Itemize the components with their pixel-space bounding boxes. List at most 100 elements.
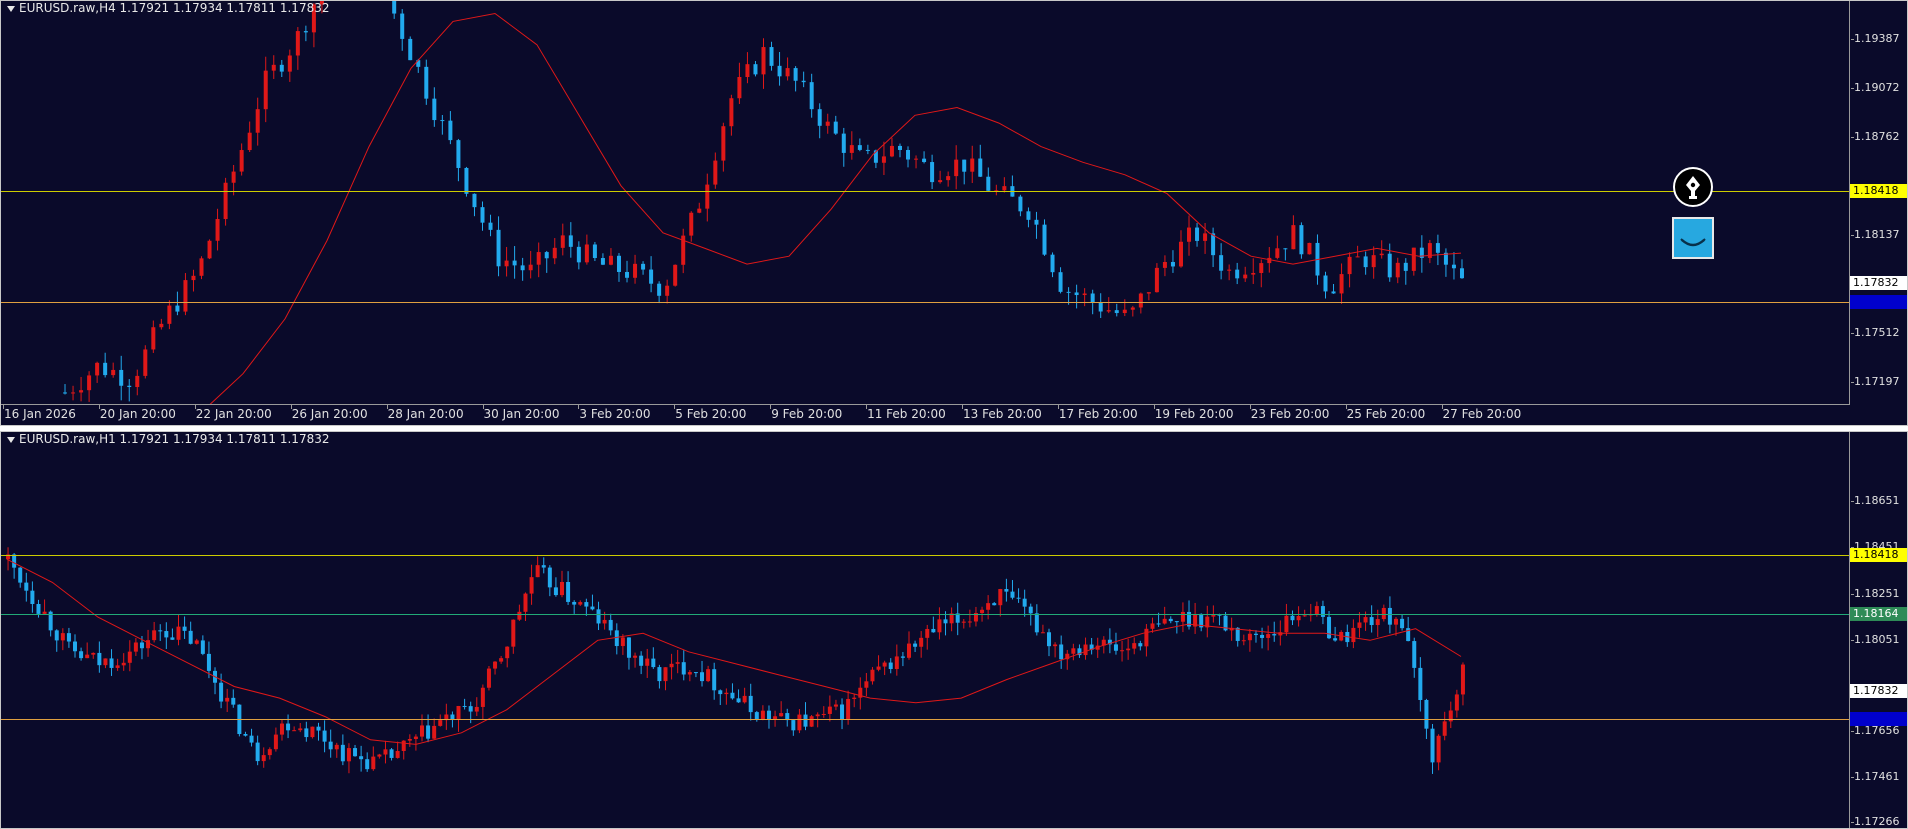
candle-body — [925, 628, 930, 638]
candle — [840, 698, 845, 730]
candle-body — [115, 665, 120, 668]
price-axis[interactable] — [1849, 1, 1850, 405]
candle — [1132, 637, 1137, 655]
horizontal-level-line[interactable] — [1, 718, 1849, 720]
candle — [1283, 248, 1288, 261]
horizontal-level-line[interactable] — [1, 190, 1849, 192]
candle-body — [139, 642, 144, 649]
chart-menu-triangle-icon[interactable] — [7, 436, 15, 443]
candle-body — [158, 630, 163, 632]
candle-body — [608, 619, 613, 631]
price-axis[interactable] — [1849, 432, 1850, 828]
candle — [1071, 643, 1076, 661]
candle — [809, 714, 814, 728]
candle — [962, 159, 967, 185]
candle-body — [1138, 293, 1143, 308]
candle-body — [303, 31, 308, 33]
smiley-icon[interactable] — [1672, 217, 1714, 259]
candle — [517, 604, 522, 621]
candle — [255, 97, 260, 146]
candle — [111, 362, 116, 378]
candle — [560, 223, 565, 256]
candle — [520, 257, 525, 281]
candle — [1381, 604, 1386, 622]
candle — [943, 611, 948, 636]
candle-body — [119, 369, 124, 386]
h1-plot-area[interactable] — [1, 432, 1849, 828]
candle-body — [127, 385, 132, 388]
candle-body — [954, 159, 959, 177]
chart-menu-triangle-icon[interactable] — [7, 5, 15, 12]
candle-body — [761, 47, 766, 75]
candle-body — [1251, 272, 1256, 275]
candle — [754, 710, 759, 722]
candle-body — [1333, 638, 1338, 641]
candle-body — [111, 369, 116, 376]
price-tick-label: 1.18651 — [1854, 494, 1900, 508]
candle — [1074, 284, 1079, 309]
candle-body — [1339, 274, 1344, 294]
candle — [645, 648, 650, 678]
level-price-label — [1850, 711, 1907, 726]
candle — [590, 594, 595, 611]
price-tick-label: 1.18137 — [1854, 227, 1900, 241]
horizontal-level-line[interactable] — [1, 301, 1849, 303]
candle-body — [1180, 611, 1185, 622]
h4-chart-window[interactable]: EURUSD.raw,H4 1.17921 1.17934 1.17811 1.… — [0, 0, 1908, 426]
candle — [480, 684, 485, 720]
candle — [663, 667, 668, 691]
candle-body — [91, 652, 96, 655]
candle — [1126, 638, 1131, 660]
candle — [267, 747, 272, 760]
candle — [608, 248, 613, 266]
h4-plot-area[interactable] — [1, 1, 1849, 405]
candle-body — [79, 651, 84, 659]
candle-body — [1130, 307, 1135, 310]
candle-body — [1144, 628, 1149, 647]
candle — [584, 598, 589, 616]
candle-body — [584, 244, 589, 263]
candle-body — [873, 150, 878, 163]
candle — [95, 361, 100, 383]
candle — [705, 173, 710, 222]
candle-body — [328, 741, 333, 750]
candle — [1291, 215, 1296, 250]
candle — [512, 246, 517, 279]
fountain-pen-icon[interactable] — [1673, 167, 1713, 207]
candle-body — [742, 695, 747, 703]
candle-body — [906, 643, 911, 658]
horizontal-level-line[interactable] — [1, 613, 1849, 615]
candle — [922, 151, 927, 164]
candle-body — [407, 738, 412, 741]
candle — [737, 62, 742, 104]
price-tick-label: 1.19072 — [1854, 81, 1900, 95]
candle-body — [943, 619, 948, 624]
horizontal-level-line[interactable] — [1, 555, 1849, 557]
h1-chart-window[interactable]: EURUSD.raw,H1 1.17921 1.17934 1.17811 1.… — [0, 431, 1908, 829]
price-tick-label: 1.17197 — [1854, 374, 1900, 388]
candle — [135, 369, 140, 396]
candle-body — [608, 255, 613, 265]
candle-body — [721, 126, 726, 161]
candle-body — [1460, 664, 1465, 695]
candle — [472, 193, 477, 217]
candle-body — [1419, 247, 1424, 258]
candle — [657, 664, 662, 689]
candle — [779, 701, 784, 717]
candle — [493, 661, 498, 675]
candle-body — [60, 633, 65, 641]
candle-body — [504, 260, 509, 267]
candle — [766, 705, 771, 729]
candle-body — [1347, 256, 1352, 275]
time-axis[interactable] — [1, 404, 1850, 405]
candle — [620, 634, 625, 655]
candle — [79, 376, 84, 402]
level-price-label: 1.18164 — [1850, 606, 1907, 621]
candle — [913, 640, 918, 653]
candle — [206, 641, 211, 679]
candle — [359, 745, 364, 772]
candle — [1253, 630, 1258, 643]
candle-body — [745, 64, 750, 77]
candle-body — [1156, 623, 1161, 625]
candle — [1193, 602, 1198, 634]
